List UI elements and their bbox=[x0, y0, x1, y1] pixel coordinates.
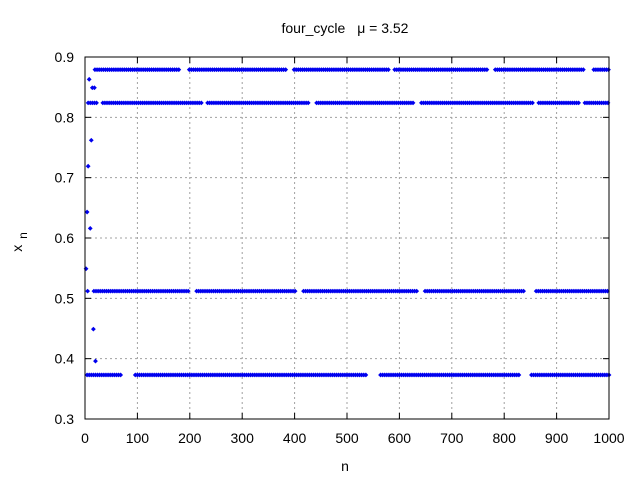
x-tick-label: 100 bbox=[126, 430, 150, 446]
chart-title-name: four_cycle bbox=[282, 20, 346, 36]
y-tick-label: 0.6 bbox=[55, 230, 75, 246]
y-tick-label: 0.3 bbox=[55, 411, 75, 427]
chart-title: four_cycle μ = 3.52 bbox=[282, 20, 409, 36]
x-tick-label: 800 bbox=[493, 430, 517, 446]
y-tick-label: 0.9 bbox=[55, 49, 75, 65]
data-point bbox=[521, 288, 526, 294]
y-tick-labels: 0.3 0.4 0.5 0.6 0.7 0.8 0.9 bbox=[55, 49, 75, 427]
data-point bbox=[283, 67, 289, 73]
data-point bbox=[85, 163, 91, 169]
data-point bbox=[292, 288, 298, 294]
data-point bbox=[176, 67, 182, 73]
y-axis-label-main: x bbox=[9, 245, 25, 252]
y-tick-label: 0.7 bbox=[55, 170, 75, 186]
data-point bbox=[90, 326, 96, 332]
x-tick-label: 1000 bbox=[593, 430, 624, 446]
x-axis-label: n bbox=[341, 458, 349, 474]
data-point bbox=[414, 288, 420, 294]
data-point bbox=[88, 137, 94, 143]
x-tick-label: 400 bbox=[283, 430, 307, 446]
x-tick-label: 500 bbox=[335, 430, 359, 446]
y-axis-label: x n bbox=[9, 232, 30, 252]
ticks bbox=[84, 56, 610, 420]
data-point bbox=[198, 100, 204, 106]
chart-title-mu: μ = 3.52 bbox=[357, 20, 408, 36]
data-point bbox=[118, 372, 124, 378]
data-point bbox=[83, 266, 89, 272]
y-axis-label-sub: n bbox=[16, 232, 30, 239]
data-point bbox=[87, 225, 93, 231]
data-point bbox=[305, 100, 311, 106]
data-point bbox=[606, 67, 611, 73]
x-tick-labels: 0 100 200 300 400 500 600 700 800 900 1000 bbox=[81, 430, 625, 446]
data-point bbox=[185, 288, 191, 294]
data-point bbox=[410, 100, 416, 106]
data-point bbox=[84, 209, 90, 215]
x-tick-label: 600 bbox=[388, 430, 412, 446]
data-point bbox=[94, 100, 99, 106]
y-tick-label: 0.5 bbox=[55, 290, 75, 306]
data-point bbox=[516, 372, 522, 378]
x-tick-label: 0 bbox=[81, 430, 89, 446]
y-tick-label: 0.8 bbox=[55, 109, 75, 125]
data-point bbox=[484, 67, 490, 73]
x-tick-label: 200 bbox=[178, 430, 202, 446]
data-point bbox=[86, 76, 92, 82]
data-point bbox=[580, 67, 586, 73]
data-point bbox=[576, 100, 582, 106]
data-point bbox=[85, 288, 91, 294]
data-points bbox=[83, 67, 612, 378]
data-point bbox=[363, 372, 369, 378]
data-point bbox=[530, 100, 535, 106]
x-tick-label: 900 bbox=[545, 430, 569, 446]
y-tick-label: 0.4 bbox=[55, 351, 75, 367]
x-tick-label: 700 bbox=[440, 430, 464, 446]
data-point bbox=[385, 67, 391, 73]
x-tick-label: 300 bbox=[231, 430, 255, 446]
data-point bbox=[93, 358, 98, 364]
data-point bbox=[92, 85, 97, 91]
grid bbox=[85, 57, 609, 419]
